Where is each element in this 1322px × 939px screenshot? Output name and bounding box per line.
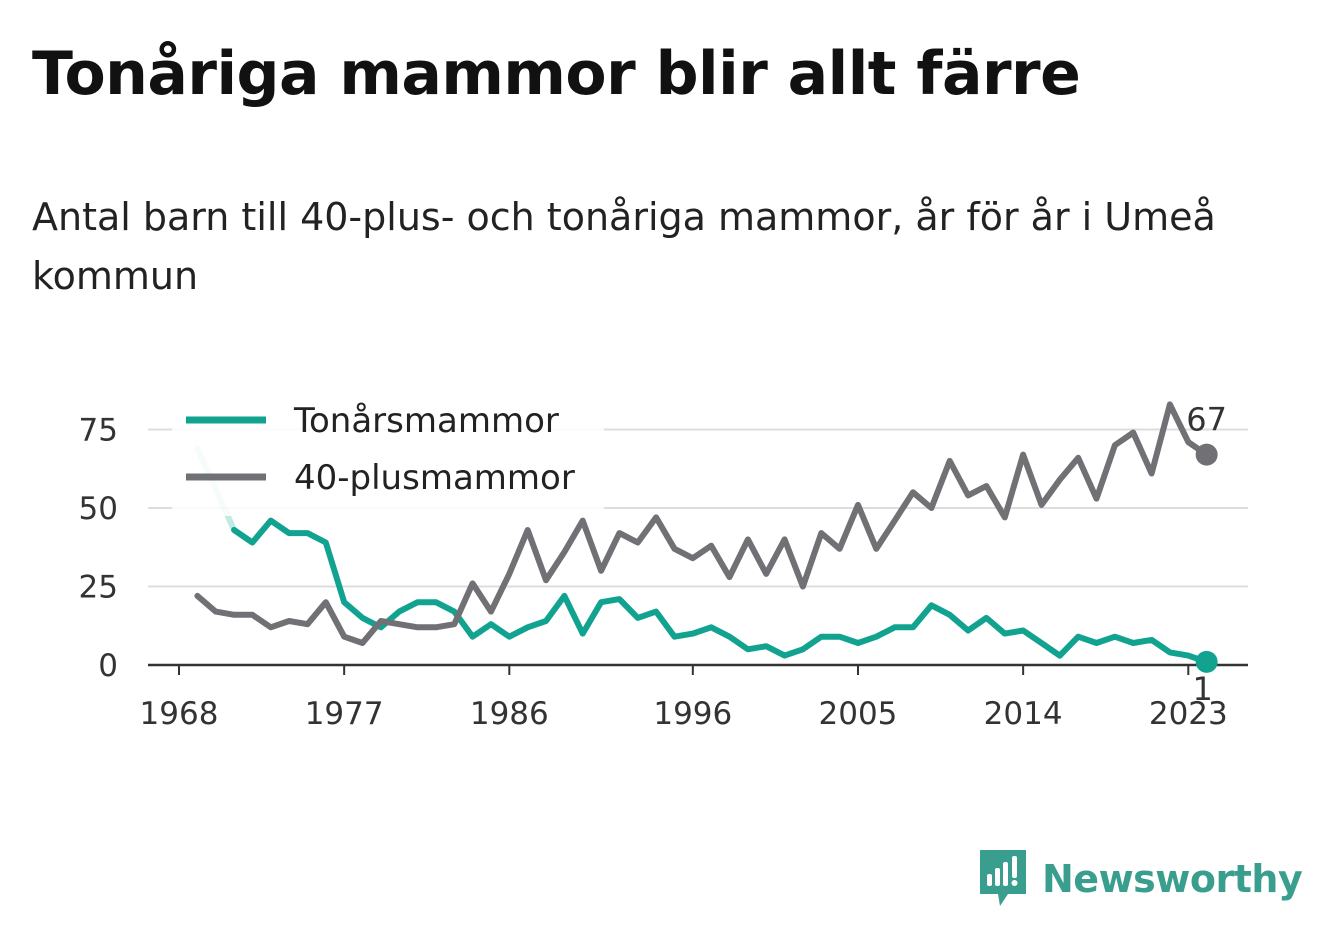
x-tick-label: 1968: [140, 696, 219, 732]
legend: Tonårsmammor 40-plusmammor: [172, 398, 604, 516]
brand-logo: Newsworthy: [978, 848, 1303, 910]
legend-label: Tonårsmammor: [293, 401, 559, 441]
x-tick-label: 2005: [819, 696, 898, 732]
y-tick-label: 75: [79, 413, 118, 449]
y-tick-label: 50: [79, 491, 118, 527]
x-tick-label: 1986: [470, 696, 549, 732]
x-tick-label: 2023: [1149, 696, 1228, 732]
end-label-40-plusmammor: 67: [1186, 401, 1227, 439]
end-labels: 67 1: [1186, 401, 1227, 708]
series-line-plusmammor: [194, 401, 1210, 646]
chart-title: Tonåriga mammor blir allt färre: [32, 39, 1081, 109]
legend-label: 40-plusmammor: [294, 458, 575, 498]
y-tick-label: 25: [79, 570, 118, 606]
series-line-tonarsmammor: [231, 517, 1210, 665]
newsworthy-logo-icon: [980, 850, 1026, 906]
chart-subtitle: Antal barn till 40-plus- och tonåriga ma…: [32, 195, 1216, 298]
axes: 0 25 50 75 1968 1977 1986 1996 2005 2014 2023: [79, 413, 1248, 732]
end-label-tonarsmammor: 1: [1192, 670, 1212, 708]
series-endpoint-plusmammor: [1195, 443, 1218, 466]
brand-name: Newsworthy: [1042, 857, 1303, 901]
x-tick-label: 1977: [305, 696, 384, 732]
x-tick-label: 1996: [653, 696, 732, 732]
y-tick-label: 0: [98, 648, 118, 684]
series-endpoint-tonarsmammor: [1195, 650, 1218, 673]
x-tick-label: 2014: [984, 696, 1063, 732]
